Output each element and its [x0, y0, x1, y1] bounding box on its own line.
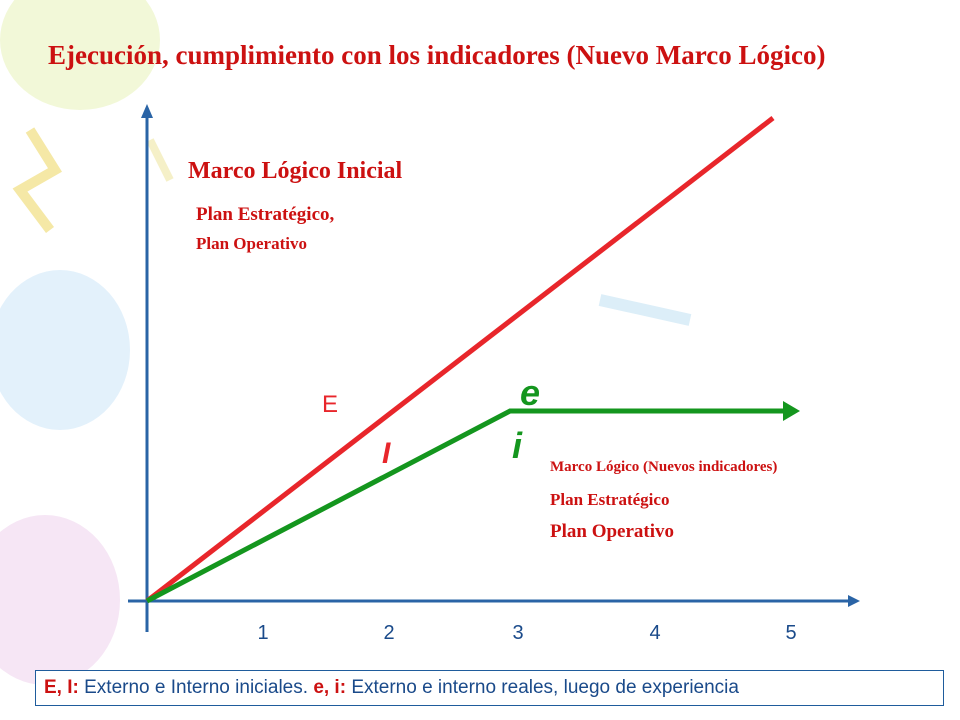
- x-tick-label: 3: [512, 622, 523, 644]
- legend-text-real: Externo e interno reales, luego de exper…: [346, 677, 739, 698]
- initial-external-line: [145, 116, 775, 603]
- x-tick-label: 1: [257, 622, 268, 644]
- x-tick-label: 4: [649, 622, 660, 644]
- x-tick-label: 2: [383, 622, 394, 644]
- initial-framework-heading: Marco Lógico Inicial: [188, 158, 403, 184]
- streamer-decoration: [146, 138, 174, 182]
- real-line-arrowhead: [783, 401, 800, 421]
- legend-footer: E, I: Externo e Interno iniciales. e, i:…: [35, 670, 944, 706]
- legend-key-real: e, i:: [313, 677, 347, 698]
- balloon-decoration: [0, 515, 120, 685]
- legend-text-initial: Externo e Interno iniciales.: [78, 677, 314, 698]
- label-e: e: [520, 372, 540, 413]
- initial-operative-plan: Plan Operativo: [196, 234, 307, 253]
- balloon-decoration: [0, 0, 160, 110]
- real-internal-line: [145, 408, 785, 604]
- streamer-decoration: [598, 294, 692, 326]
- new-framework-heading: Marco Lógico (Nuevos indicadores): [550, 459, 778, 475]
- balloon-decoration: [0, 270, 130, 430]
- label-E: E: [322, 391, 338, 418]
- slide-title: Ejecución, cumplimiento con los indicado…: [48, 40, 826, 70]
- legend-key-initial: E, I:: [44, 677, 79, 698]
- streamer-decoration: [12, 127, 62, 233]
- new-operative-plan: Plan Operativo: [550, 521, 675, 542]
- x-tick-label: 5: [785, 622, 796, 644]
- new-strategic-plan: Plan Estratégico: [550, 490, 670, 509]
- label-I: I: [382, 437, 391, 470]
- x-axis-arrow: [848, 595, 860, 607]
- y-axis-arrow: [141, 104, 153, 118]
- initial-strategic-plan: Plan Estratégico,: [196, 204, 335, 225]
- label-i: i: [512, 425, 523, 466]
